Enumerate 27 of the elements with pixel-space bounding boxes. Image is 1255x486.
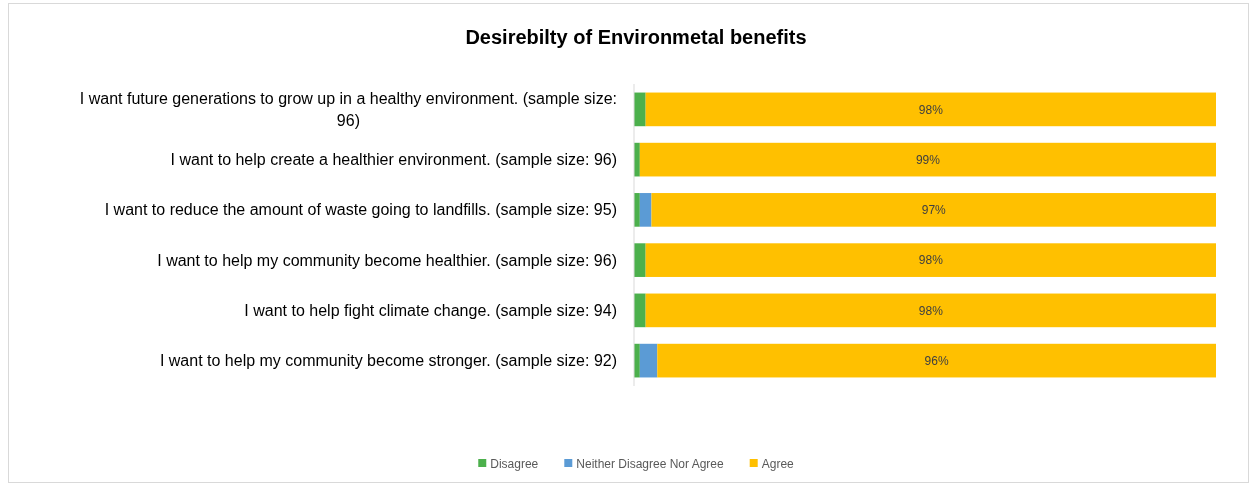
y-tick-label: I want to help fight climate change. (sample size: 94) (244, 301, 617, 319)
bar (645, 293, 1216, 328)
bar (639, 142, 1216, 177)
data-label: 98% (918, 253, 944, 268)
bar (651, 193, 1216, 227)
bar (634, 293, 646, 328)
data-label: 99% (915, 152, 941, 167)
bar (639, 193, 652, 227)
y-tick-label: I want to help create a healthier environment. (sample size: 96) (170, 151, 617, 169)
bar (645, 243, 1216, 277)
data-label: 98% (918, 102, 944, 117)
y-tick-label: I want to help my community become healthier. (sample size: 96) (157, 251, 617, 269)
chart-title: Desirebilty of Environmetal benefits (465, 26, 807, 48)
data-label: 98% (918, 303, 944, 318)
y-tick-label: I want future generations to grow up in a healthy environment. (sample size: 96) (79, 89, 617, 129)
bar (634, 92, 646, 127)
data-label: 97% (921, 203, 947, 218)
legend-label: Disagree (490, 456, 539, 471)
legend-label: Agree (761, 456, 795, 471)
bar (657, 343, 1216, 378)
bar (639, 343, 658, 378)
bar (645, 92, 1216, 127)
legend-label: Neither Disagree Nor Agree (576, 456, 725, 471)
data-label: 96% (924, 353, 949, 368)
bar (634, 243, 646, 277)
y-tick-label: I want to help my community become stronger. (sample size: 92) (159, 352, 617, 370)
y-tick-label: I want to reduce the amount of waste going to landfills. (sample size: 95) (104, 201, 617, 219)
